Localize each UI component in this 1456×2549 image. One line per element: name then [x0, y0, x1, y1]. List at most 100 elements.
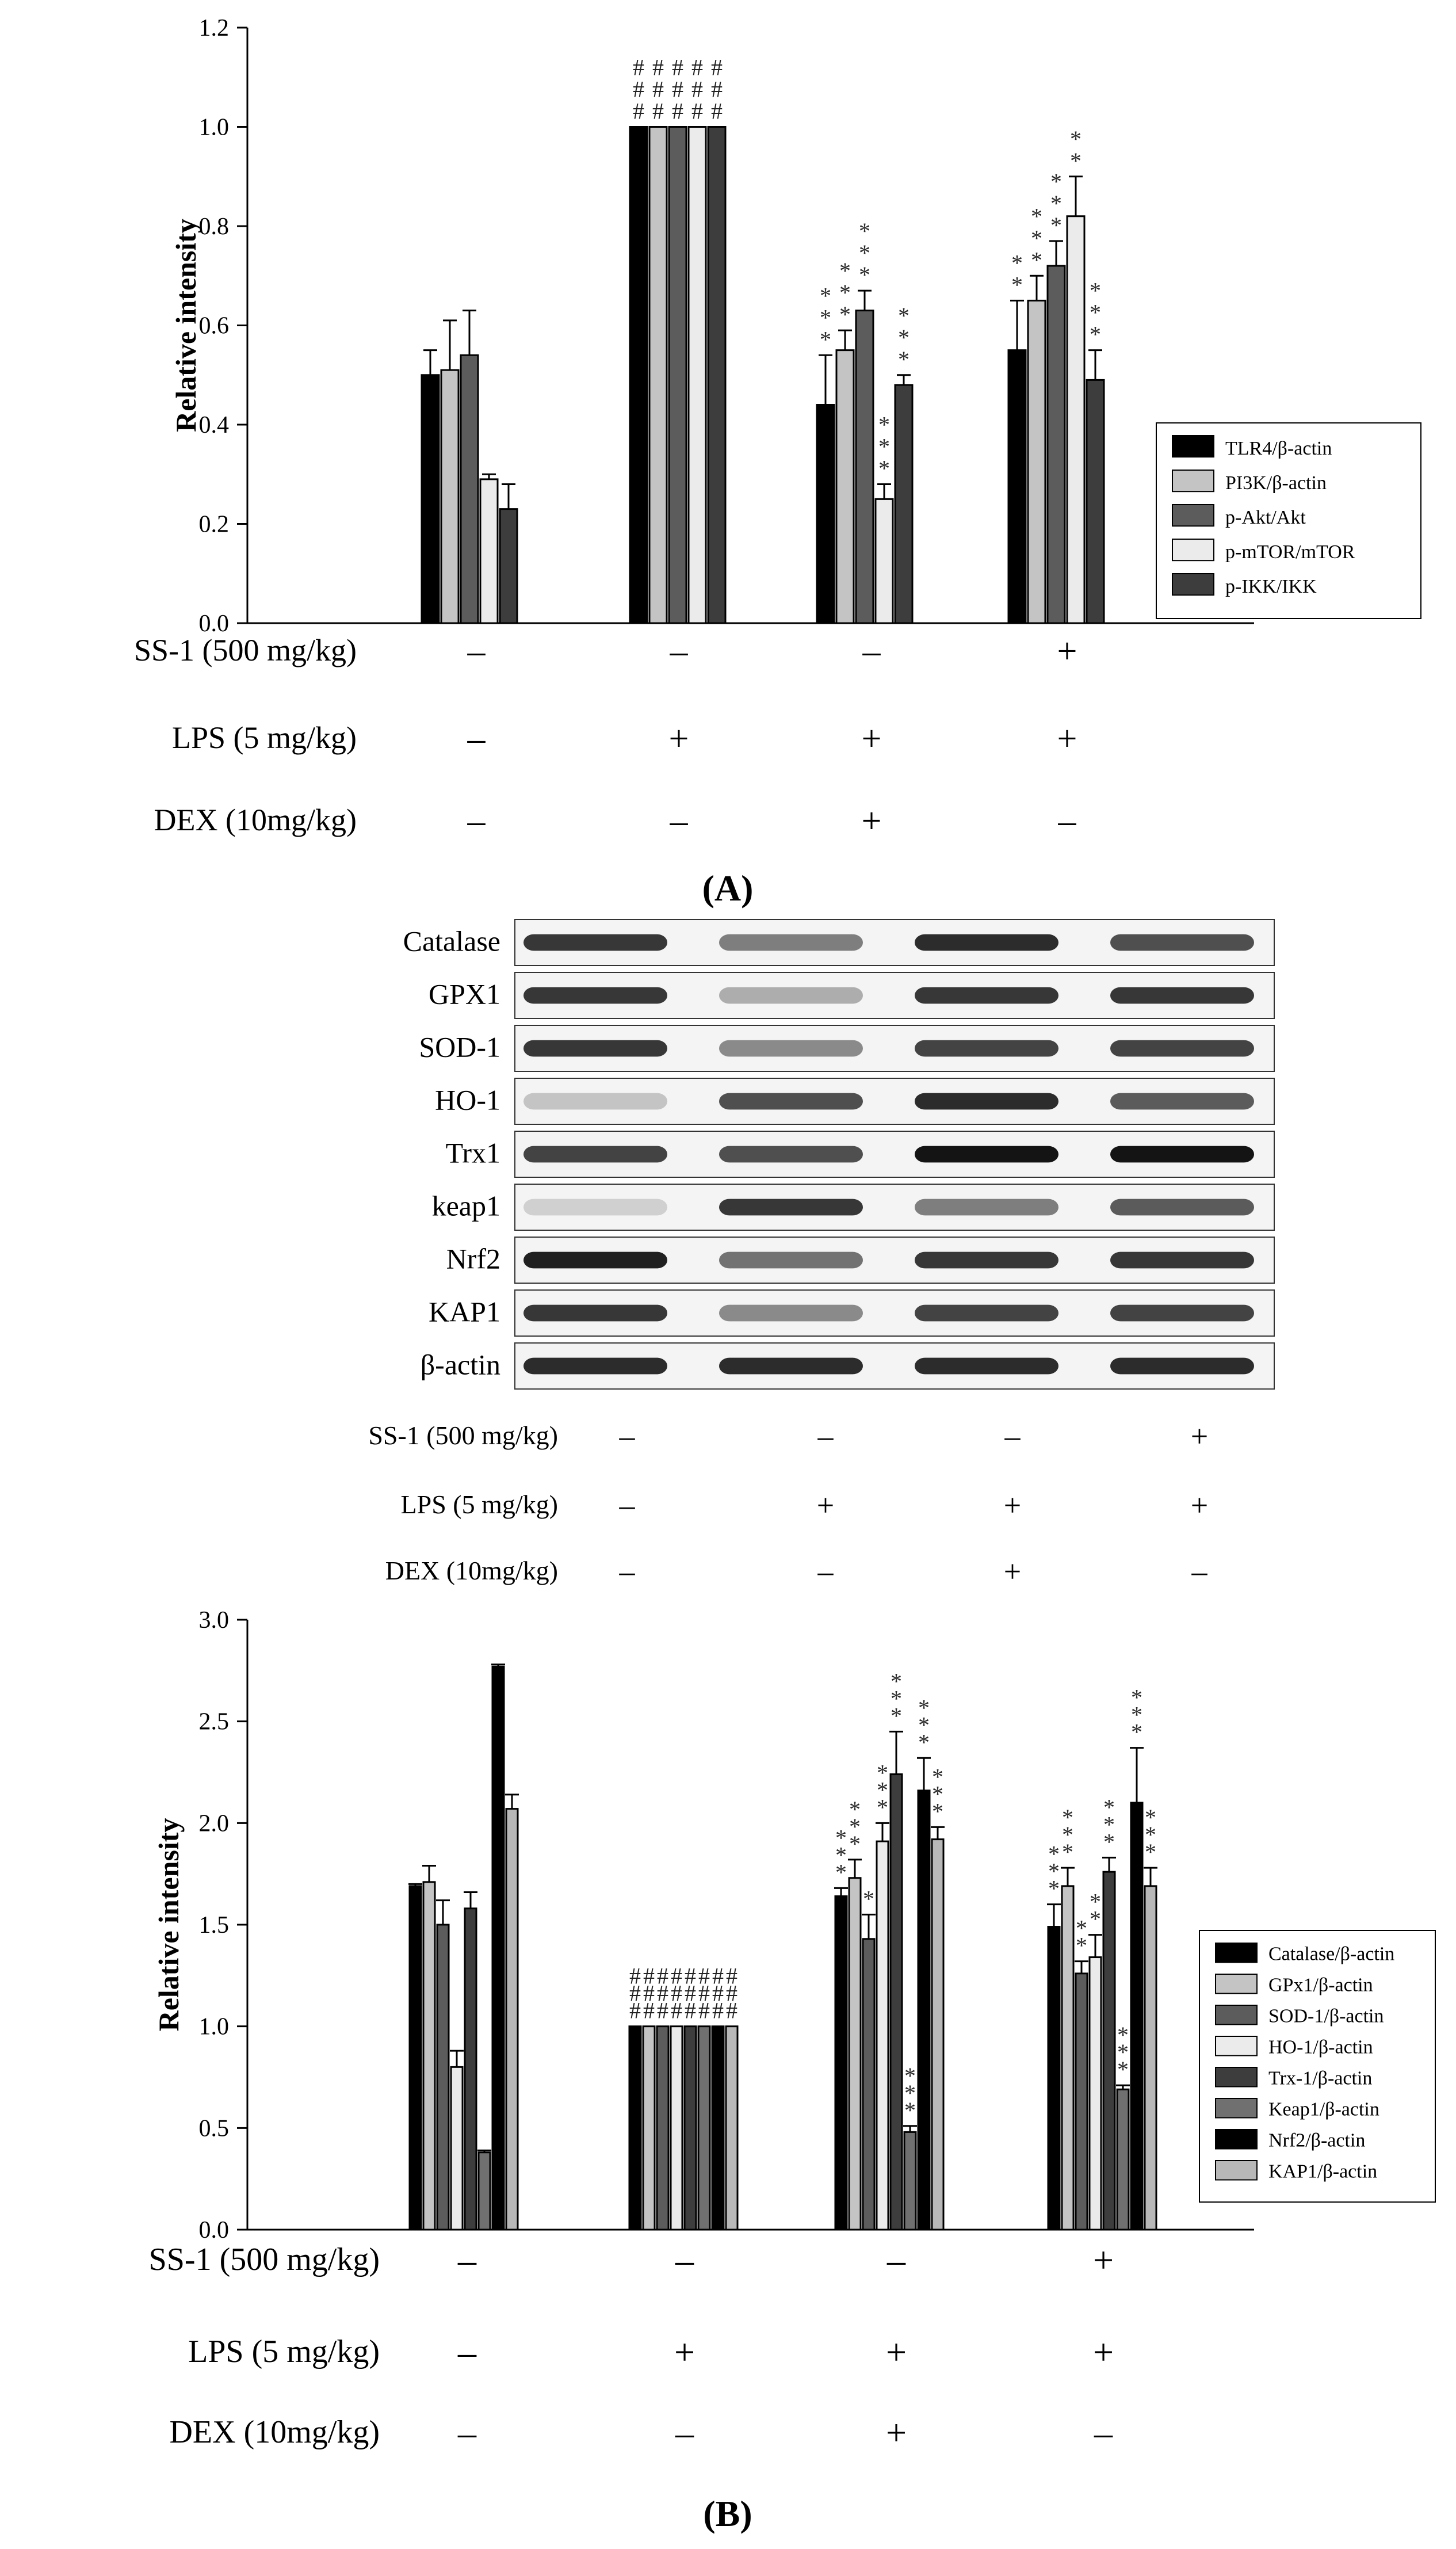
bar [642, 2025, 656, 2231]
bar [464, 1907, 477, 2231]
condition-sign: + [862, 719, 882, 758]
condition-sign: – [457, 2239, 477, 2280]
bar [707, 126, 727, 624]
condition-label-blot: LPS (5 mg/kg) [401, 1490, 558, 1519]
significance-mark: * [898, 325, 909, 350]
condition-label-b: LPS (5 mg/kg) [188, 2334, 380, 2369]
panel-label-b: (B) [703, 2493, 752, 2534]
blot-band [1110, 1304, 1254, 1322]
blot-label: Trx1 [446, 1136, 500, 1169]
significance-mark: # [652, 55, 664, 81]
condition-label-blot: SS-1 (500 mg/kg) [368, 1421, 558, 1450]
significance-mark: * [863, 1886, 874, 1911]
significance-mark: # [698, 1998, 710, 2024]
y-tick-label: 2.0 [199, 1810, 230, 1837]
significance-mark: * [1048, 1859, 1060, 1884]
significance-mark: * [1062, 1839, 1073, 1865]
bar [505, 1808, 519, 2231]
blot-band [915, 1146, 1058, 1163]
y-axis-label: Relative intensity [152, 1818, 185, 2032]
blot-band [523, 1040, 667, 1057]
significance-mark: * [835, 1825, 847, 1850]
blot-band [915, 1199, 1058, 1216]
significance-mark: * [1050, 190, 1062, 216]
bar [408, 1885, 422, 2231]
condition-sign: – [675, 2412, 694, 2453]
significance-mark: * [1145, 1804, 1156, 1830]
significance-mark: * [891, 1668, 902, 1694]
legend-swatch [1215, 2005, 1258, 2025]
bar [656, 2025, 670, 2231]
condition-sign: – [817, 1554, 834, 1589]
condition-sign: – [817, 1419, 834, 1453]
y-axis-label: Relative intensity [170, 219, 202, 432]
significance-mark: # [712, 1998, 724, 2024]
blot-band [719, 987, 863, 1004]
significance-mark: # [629, 1981, 641, 2006]
significance-mark: * [877, 1760, 888, 1785]
legend-label: SOD-1/β-actin [1268, 2006, 1384, 2027]
significance-mark: # [672, 55, 683, 81]
significance-mark: # [657, 1998, 668, 2024]
blot-band [1110, 1199, 1254, 1216]
bar [1075, 1972, 1088, 2231]
legend-label: KAP1/β-actin [1268, 2161, 1377, 2182]
blot-label: Nrf2 [446, 1242, 500, 1275]
bar [816, 404, 835, 624]
bar [668, 126, 687, 624]
legend-label: Catalase/β-actin [1268, 1944, 1394, 1965]
legend-label: p-IKK/IKK [1225, 576, 1317, 597]
legend-label: TLR4/β-actin [1225, 438, 1332, 459]
significance-mark: # [672, 77, 683, 102]
significance-mark: * [1076, 1933, 1087, 1959]
significance-mark: # [629, 1998, 641, 2024]
significance-mark: * [849, 1814, 861, 1840]
blot-label: SOD-1 [419, 1031, 500, 1063]
blot-label: β-actin [421, 1348, 500, 1380]
legend-label: PI3K/β-actin [1225, 472, 1327, 494]
blot-band [523, 1146, 667, 1163]
significance-mark: * [835, 1859, 847, 1885]
significance-mark: * [891, 1703, 902, 1728]
bar [1027, 299, 1046, 624]
bar [862, 1938, 876, 2231]
bar [1066, 215, 1086, 624]
bar [628, 2025, 642, 2231]
significance-mark: * [1090, 322, 1101, 348]
significance-mark: # [712, 1981, 724, 2006]
legend-swatch [1215, 1943, 1258, 1963]
blot-band [915, 1251, 1058, 1269]
blot-band [719, 1199, 863, 1216]
significance-mark: * [1131, 1702, 1142, 1728]
blot-band [719, 934, 863, 951]
bar [460, 354, 479, 624]
significance-mark: * [1103, 1794, 1115, 1820]
condition-sign: + [1004, 1554, 1021, 1589]
condition-sign: + [886, 2412, 907, 2453]
significance-mark: * [1090, 278, 1101, 304]
legend: TLR4/β-actin PI3K/β-actin p-Akt/Akt p-mTOR/… [1156, 422, 1421, 619]
condition-sign: – [670, 632, 689, 671]
bar [894, 384, 914, 624]
significance-mark: * [1131, 1719, 1142, 1745]
condition-label-a: LPS (5 mg/kg) [172, 720, 357, 755]
condition-sign: – [457, 2332, 477, 2372]
significance-mark: # [698, 1981, 710, 2006]
bar [440, 369, 460, 624]
significance-mark: * [1031, 247, 1042, 273]
condition-sign: + [1191, 1488, 1208, 1522]
bar [834, 1895, 848, 2231]
bar [874, 498, 894, 624]
condition-label-a: SS-1 (500 mg/kg) [134, 633, 357, 667]
bar [903, 2131, 917, 2231]
legend-swatch [1172, 435, 1214, 458]
significance-mark: # [712, 1963, 724, 1989]
condition-sign: – [467, 802, 486, 841]
y-tick-label: 0.0 [199, 610, 230, 637]
significance-mark: * [891, 1685, 902, 1711]
significance-mark: * [918, 1695, 930, 1720]
blot-band [915, 934, 1058, 951]
chart-a: 0.0 0.2 0.4 0.6 0.8 1.0 1.2 Relative intensity #… [170, 15, 1421, 637]
blot-band [523, 934, 667, 951]
